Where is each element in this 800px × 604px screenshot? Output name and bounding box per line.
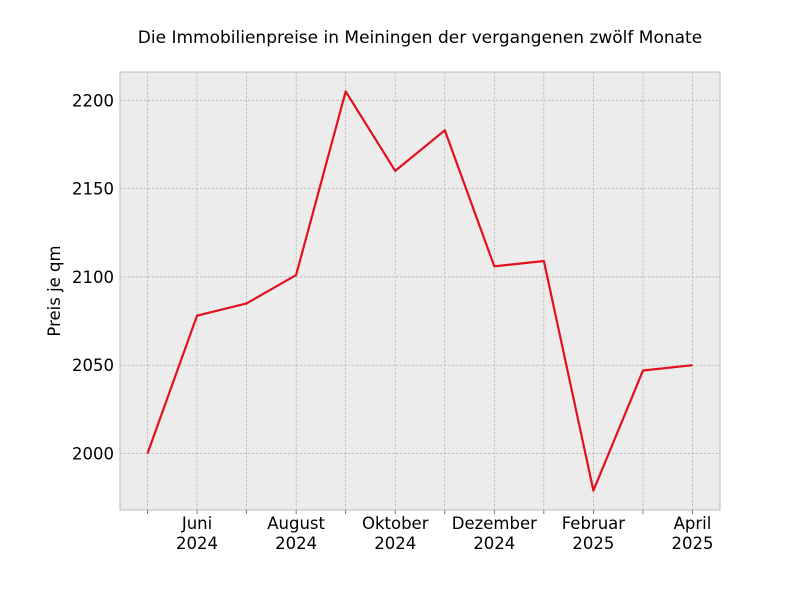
y-axis-label: Preis je qm bbox=[45, 245, 64, 336]
chart-title: Die Immobilienpreise in Meiningen der ve… bbox=[138, 28, 702, 48]
x-tick-label: Dezember 2024 bbox=[452, 514, 537, 553]
y-tick-label: 2200 bbox=[72, 91, 114, 110]
grid-lines bbox=[120, 72, 720, 510]
y-tick-label: 2100 bbox=[72, 268, 114, 287]
plot-area bbox=[120, 72, 720, 510]
x-tick-label: Oktober 2024 bbox=[362, 514, 429, 553]
axis-ticks bbox=[147, 510, 693, 514]
y-tick-label: 2150 bbox=[72, 180, 114, 199]
x-tick-label: Februar 2025 bbox=[562, 514, 626, 553]
x-tick-labels: Juni 2024 August 2024 Oktober 2024 Dezember 202… bbox=[176, 514, 713, 553]
x-tick-label: Juni 2024 bbox=[176, 514, 218, 553]
y-tick-label: 2000 bbox=[72, 444, 114, 463]
plot-frame bbox=[119, 71, 721, 511]
x-tick-label: April 2025 bbox=[672, 514, 714, 553]
x-tick-label: August 2024 bbox=[267, 514, 325, 553]
y-tick-labels: 2000 2050 2100 2150 2200 bbox=[72, 91, 114, 463]
series-line bbox=[146, 90, 693, 492]
y-tick-label: 2050 bbox=[72, 356, 114, 375]
